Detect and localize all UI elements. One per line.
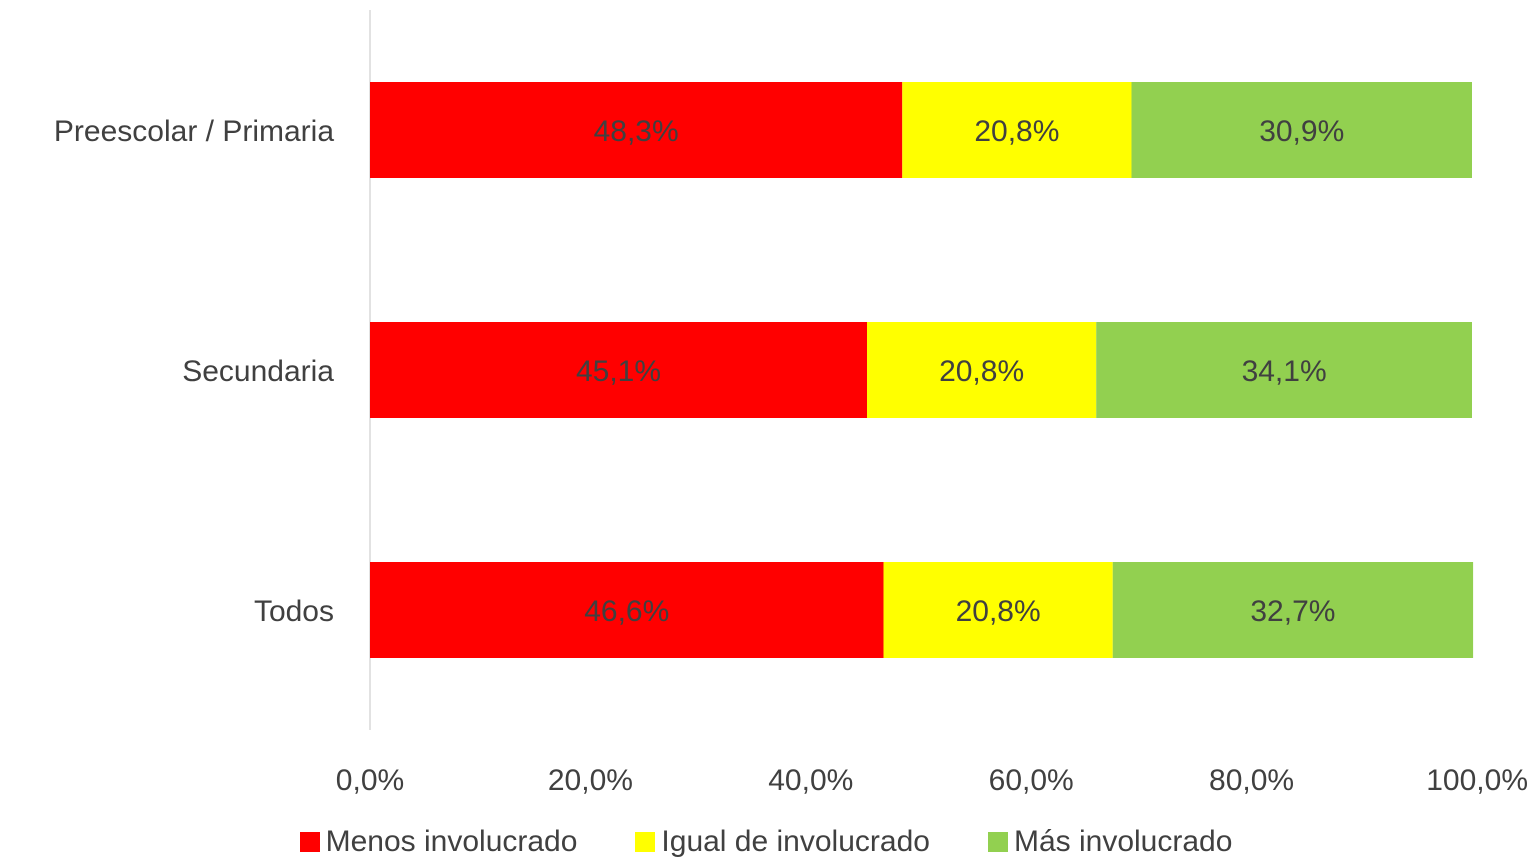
bar-segment — [1112, 562, 1474, 658]
bar-segment — [370, 562, 884, 658]
x-tick-label: 60,0% — [989, 764, 1074, 797]
data-label: 20,8% — [939, 355, 1024, 388]
data-label: 34,1% — [1242, 355, 1327, 388]
category-label: Todos — [254, 595, 334, 628]
bar-segment — [883, 562, 1113, 658]
x-axis-tick-labels: 0,0% 20,0% 40,0% 60,0% 80,0% 100,0% — [336, 764, 1528, 797]
legend-item: Menos involucrado — [299, 825, 578, 859]
legend-swatch — [987, 832, 1008, 852]
data-label: 20,8% — [974, 115, 1059, 148]
category-label: Preescolar / Primaria — [54, 115, 334, 148]
bar-segment — [370, 82, 903, 178]
bar-segment — [1131, 82, 1472, 178]
bar-segment — [902, 82, 1132, 178]
x-tick-label: 20,0% — [548, 764, 633, 797]
bar-segment — [1096, 322, 1472, 418]
x-tick-label: 0,0% — [336, 764, 404, 797]
x-tick-label: 100,0% — [1426, 764, 1528, 797]
data-label: 46,6% — [584, 595, 669, 628]
bar-segment — [370, 322, 868, 418]
data-label: 20,8% — [956, 595, 1041, 628]
bars-group: 48,3% 20,8% 30,9% 45,1% 20,8% 34,1% 46,6% 20,8%… — [370, 82, 1474, 658]
category-labels: Preescolar / Primaria Secundaria Todos — [54, 115, 334, 628]
x-tick-label: 40,0% — [768, 764, 853, 797]
data-label: 30,9% — [1259, 115, 1344, 148]
data-label: 48,3% — [594, 115, 679, 148]
legend-swatch — [635, 832, 656, 852]
legend: Menos involucrado Igual de involucrado Más… — [0, 820, 1532, 864]
legend-label: Menos involucrado — [325, 825, 578, 858]
legend-item: Más involucrado — [987, 825, 1233, 859]
bar-segment — [867, 322, 1097, 418]
data-label: 32,7% — [1250, 595, 1335, 628]
legend-item: Igual de involucrado — [635, 825, 930, 859]
legend-label: Igual de involucrado — [661, 825, 930, 858]
x-tick-label: 80,0% — [1209, 764, 1294, 797]
category-label: Secundaria — [182, 355, 334, 388]
legend-label: Más involucrado — [1013, 825, 1233, 858]
data-label: 45,1% — [576, 355, 661, 388]
legend-swatch — [299, 832, 320, 852]
